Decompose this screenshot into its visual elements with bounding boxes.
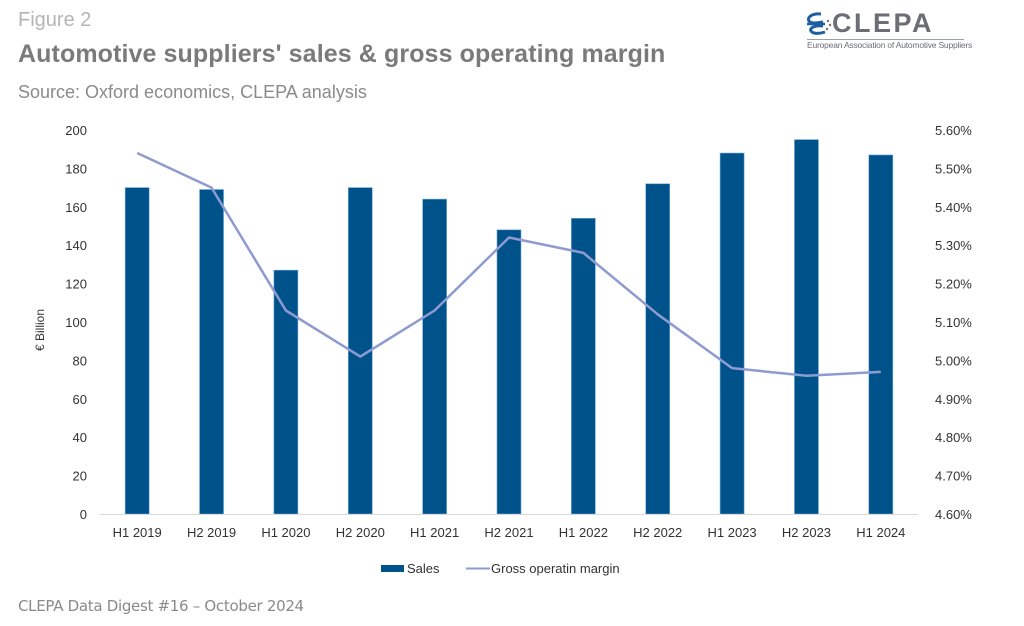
sales-bar — [199, 189, 224, 515]
y2-tick-label: 4.80% — [935, 430, 972, 445]
y-axis-title: € Billion — [33, 309, 47, 351]
logo-wordmark: CLEPA — [832, 8, 935, 38]
sales-bar — [868, 154, 894, 515]
x-tick-label: H1 2021 — [410, 525, 459, 540]
x-tick-label: H1 2020 — [261, 525, 310, 540]
y-axis-left-ticks: 0 20 40 60 80 100 120 140 160 180 200 — [65, 123, 87, 522]
y2-tick-label: 5.40% — [935, 200, 972, 215]
y-tick-label: 60 — [73, 392, 87, 407]
y2-tick-label: 4.90% — [935, 392, 972, 407]
footer-citation: CLEPA Data Digest #16 – October 2024 — [18, 597, 304, 615]
legend-label-sales: Sales — [407, 561, 440, 576]
sales-bar — [124, 187, 150, 515]
x-tick-label: H2 2022 — [633, 525, 682, 540]
x-tick-label: H1 2019 — [113, 525, 162, 540]
y-tick-label: 80 — [73, 353, 87, 368]
y-tick-label: 200 — [65, 123, 87, 138]
y2-tick-label: 5.00% — [935, 353, 972, 368]
y2-tick-label: 5.50% — [935, 161, 972, 176]
legend-label-margin: Gross operatin margin — [491, 561, 620, 576]
y2-tick-label: 4.70% — [935, 469, 972, 484]
x-tick-label: H1 2024 — [856, 525, 905, 540]
sales-bar — [496, 229, 522, 515]
y2-tick-label: 4.60% — [935, 507, 972, 522]
y-tick-label: 160 — [65, 200, 87, 215]
y-tick-label: 100 — [65, 315, 87, 330]
x-tick-label: H1 2023 — [708, 525, 757, 540]
x-tick-label: H2 2021 — [484, 525, 533, 540]
sales-bar — [571, 218, 596, 515]
sales-bar — [719, 152, 745, 515]
y-tick-label: 140 — [65, 238, 87, 253]
sales-bars — [124, 139, 894, 515]
y-tick-label: 180 — [65, 161, 87, 176]
x-axis-ticks: H1 2019 H2 2019 H1 2020 H2 2020 H1 2021 H2 20… — [113, 525, 906, 540]
logo-divider — [807, 39, 964, 40]
y2-tick-label: 5.30% — [935, 238, 972, 253]
y2-tick-label: 5.20% — [935, 277, 972, 292]
sales-bar — [645, 183, 671, 515]
y-axis-right-ticks: 4.60% 4.70% 4.80% 4.90% 5.00% 5.10% 5.20% 5.30%… — [935, 123, 972, 522]
legend-swatch-sales — [381, 565, 404, 572]
y-tick-label: 20 — [73, 469, 87, 484]
sales-bar — [273, 269, 299, 515]
chart-title: Automotive suppliers' sales & gross oper… — [18, 40, 666, 68]
y2-tick-label: 5.10% — [935, 315, 972, 330]
margin-line-series — [136, 151, 881, 378]
chart-source: Source: Oxford economics, CLEPA analysis — [18, 82, 367, 102]
y2-tick-label: 5.60% — [935, 123, 972, 138]
x-tick-label: H2 2019 — [187, 525, 236, 540]
y-tick-label: 0 — [80, 507, 87, 522]
clepa-swoosh-logo-icon — [807, 12, 832, 35]
logo-tagline: European Association of Automotive Suppl… — [807, 40, 973, 50]
x-tick-label: H1 2022 — [559, 525, 608, 540]
y-tick-label: 40 — [73, 430, 87, 445]
sales-bar — [422, 198, 447, 515]
figure-label: Figure 2 — [18, 9, 92, 31]
clepa-logo: CLEPA European Association of Automotive… — [805, 8, 973, 52]
x-tick-label: H2 2020 — [336, 525, 385, 540]
y-tick-label: 120 — [65, 277, 87, 292]
x-tick-label: H2 2023 — [782, 525, 831, 540]
legend: Sales Gross operatin margin — [381, 561, 620, 576]
sales-bar — [794, 139, 819, 515]
